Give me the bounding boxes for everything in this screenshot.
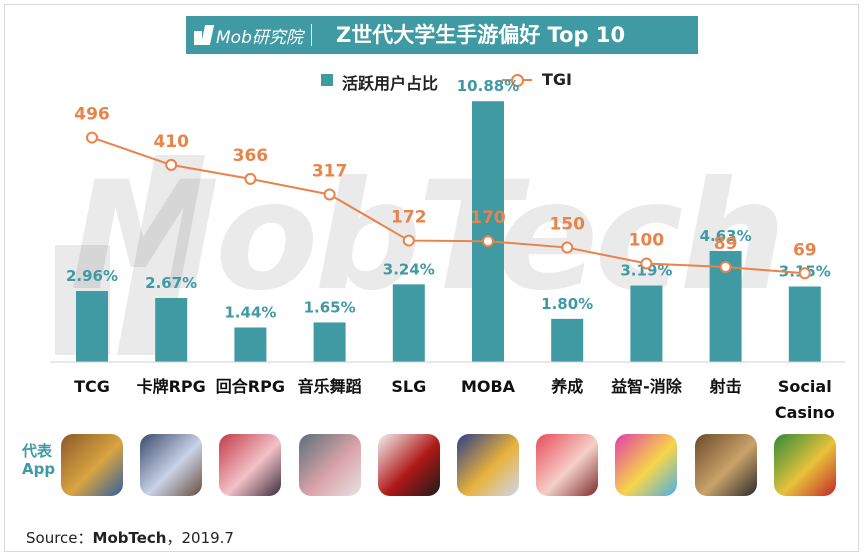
legend-line-label: TGI — [542, 70, 572, 89]
bar-label-1: 2.67% — [145, 274, 197, 292]
bar-3 — [313, 322, 346, 362]
tgi-point-9 — [798, 267, 811, 280]
shooter-app-icon — [694, 434, 757, 496]
tgi-point-0 — [86, 131, 98, 144]
tgi-label-6: 150 — [549, 215, 585, 235]
brand-logo: Mob研究院 — [194, 22, 312, 48]
category-label-8: 射击 — [709, 377, 742, 396]
tgi-point-5 — [482, 235, 494, 248]
source-prefix: Source： — [26, 529, 93, 547]
tgi-label-4: 172 — [391, 208, 427, 228]
bar-5 — [472, 101, 504, 362]
tgi-label-7: 100 — [629, 230, 665, 250]
bar-4 — [392, 284, 425, 362]
chart-title: Z世代大学生手游偏好 Top 10 — [336, 23, 626, 47]
tgi-label-5: 170 — [470, 208, 506, 228]
category-label-0: TCG — [74, 377, 110, 396]
card-rpg-app-icon — [140, 434, 203, 496]
category-label-1: 卡牌RPG — [137, 377, 206, 396]
bar-label-6: 1.80% — [541, 295, 593, 313]
bar-2 — [234, 327, 267, 362]
source-name: MobTech — [92, 529, 167, 547]
chart-frame — [4, 4, 859, 552]
category-label-9-1: Casino — [775, 403, 835, 422]
legend-line-marker — [511, 74, 524, 87]
bar-label-8: 4.63% — [700, 227, 752, 245]
brand-divider — [310, 24, 312, 46]
turn-rpg-app-icon — [219, 434, 282, 496]
slg-app-icon — [377, 434, 440, 496]
legend-bar-label: 活跃用户占比 — [342, 74, 439, 93]
music-dance-app-icon — [298, 434, 361, 496]
category-label-2: 回合RPG — [216, 377, 285, 396]
bar-7 — [630, 285, 663, 362]
category-label-9-0: Social — [778, 377, 832, 396]
watermark: MobTech — [70, 150, 786, 324]
apps-row-label: 代表 App — [22, 442, 56, 478]
tgi-label-2: 366 — [233, 146, 269, 166]
tgi-point-7 — [640, 257, 653, 270]
moba-app-icon — [457, 434, 519, 496]
category-label-5: MOBA — [461, 377, 516, 396]
bar-1 — [155, 298, 188, 362]
tgi-point-1 — [165, 158, 178, 171]
bar-label-7: 3.19% — [620, 262, 672, 280]
title-banner: Mob研究院 Z世代大学生手游偏好 Top 10 — [186, 16, 698, 54]
casino-app-icon — [773, 434, 836, 496]
tgi-point-4 — [402, 234, 415, 247]
bar-label-2: 1.44% — [224, 303, 276, 321]
bar-label-4: 3.24% — [383, 260, 435, 278]
apps-row-label-line2: App — [22, 460, 56, 478]
bar-9 — [788, 286, 821, 362]
chart-legend: 活跃用户占比 TGI — [0, 68, 865, 93]
tgi-point-2 — [244, 172, 257, 185]
tgi-label-0: 496 — [74, 105, 110, 125]
bar-label-0: 2.96% — [66, 267, 118, 285]
hearthstone-app-icon — [61, 434, 123, 496]
chart-plot: 2.96% 2.67% 1.44% 1.65% 3.24% 10.88% 1.80% 3.19… — [50, 77, 845, 422]
app-icons-row — [0, 434, 865, 498]
tgi-label-9: 69 — [793, 240, 817, 260]
brand-name: Mob研究院 — [216, 27, 303, 48]
tgi-point-8 — [719, 260, 732, 273]
raising-app-icon — [536, 434, 599, 496]
bar-6 — [551, 318, 584, 362]
source-note: Source：MobTech，2019.7 — [26, 527, 234, 548]
category-label-7: 益智-消除 — [611, 377, 683, 396]
category-label-6: 养成 — [550, 377, 583, 396]
bar-0 — [76, 291, 108, 362]
puzzle-app-icon — [615, 434, 678, 496]
tgi-point-6 — [561, 241, 574, 254]
category-label-4: SLG — [391, 377, 426, 396]
tgi-label-3: 317 — [312, 161, 348, 181]
apps-row-label-line1: 代表 — [22, 442, 53, 460]
tgi-line — [91, 136, 805, 275]
category-label-3: 音乐舞蹈 — [298, 377, 362, 396]
bar-label-3: 1.65% — [304, 298, 356, 316]
tgi-label-8: 89 — [714, 234, 738, 254]
legend-bar-swatch — [321, 74, 333, 86]
mob-logo-icon — [194, 25, 212, 45]
tgi-point-3 — [323, 188, 336, 201]
source-suffix: ，2019.7 — [166, 529, 234, 547]
bar-label-5: 10.88% — [457, 77, 519, 95]
tgi-label-1: 410 — [153, 132, 189, 152]
